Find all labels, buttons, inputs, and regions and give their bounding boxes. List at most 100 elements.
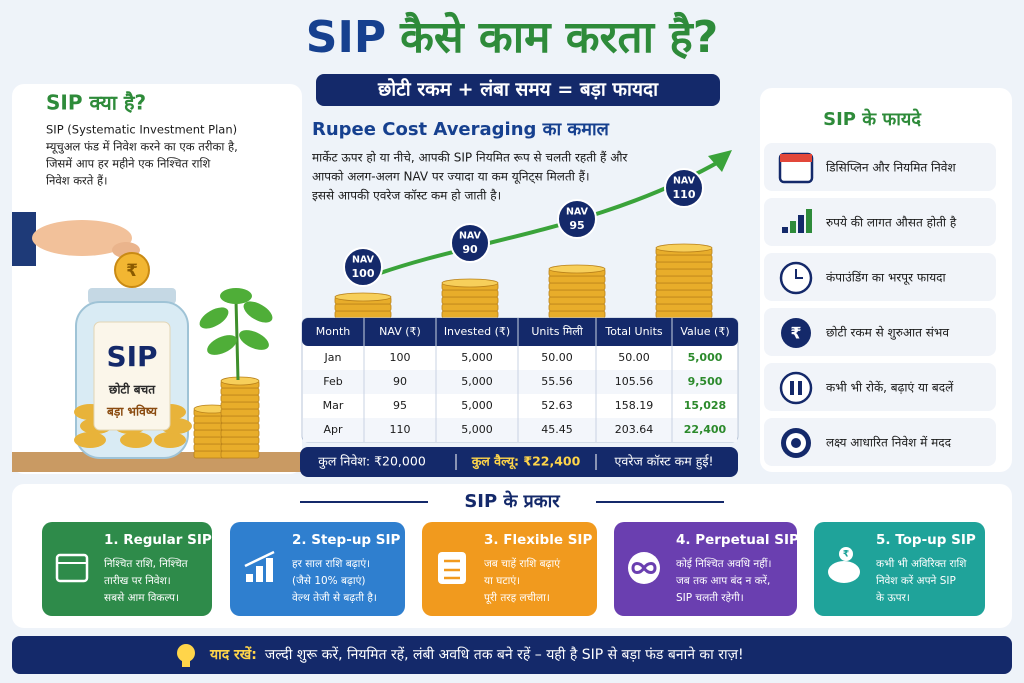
footer-bar — [12, 636, 1012, 674]
table-cell: 22,400 — [684, 423, 727, 436]
table-cell: 5,000 — [461, 351, 493, 364]
type-card — [614, 522, 797, 616]
column-header: NAV (₹) — [379, 325, 421, 338]
card-line: वेल्थ तेजी से बढ़ती है। — [292, 591, 377, 604]
coin-top — [441, 278, 499, 288]
coin-layer — [220, 422, 260, 431]
card-title: 3. Flexible SIP — [484, 532, 592, 548]
table-cell: 105.56 — [615, 375, 654, 388]
table-cell: 15,028 — [684, 399, 726, 412]
icon-pause-bar — [790, 381, 794, 395]
coin-layer — [220, 387, 260, 396]
table-cell: 158.19 — [615, 399, 654, 412]
jar-lid — [88, 288, 176, 304]
coin-layer — [548, 310, 606, 319]
leaf — [243, 301, 273, 323]
benefit-box — [764, 418, 996, 466]
coin-layer — [334, 310, 392, 319]
table-row — [303, 394, 737, 418]
benefit-text: कभी भी रोकें, बढ़ाएं या बदलें — [826, 381, 954, 395]
card-line: SIP चलती रहेगी। — [676, 591, 744, 604]
section-heading: SIP के प्रकार — [464, 490, 560, 512]
coin-layer — [655, 275, 713, 284]
table-cell: Mar — [323, 399, 344, 412]
coin-layer — [220, 436, 260, 445]
description-line: म्यूचुअल फंड में निवेश करने का एक तरीका … — [46, 140, 238, 155]
benefit-text: लक्ष्य आधारित निवेश में मदद — [826, 436, 952, 450]
footer-text: याद रखें: जल्दी शुरू करें, नियमित रहें, ल… — [209, 646, 744, 663]
table-cell: 5,000 — [461, 423, 493, 436]
icon-clock-hands — [795, 269, 803, 279]
nav-badge-label: NAV — [352, 255, 375, 266]
card-line: या घटाएं। — [484, 575, 520, 587]
hand — [32, 220, 132, 256]
coin-layer — [548, 303, 606, 312]
coin-top — [548, 264, 606, 274]
coin-layer — [655, 310, 713, 319]
coin-layer — [441, 303, 499, 312]
icon-bar — [256, 566, 263, 582]
icon-coin — [839, 547, 853, 561]
coin-layer — [655, 282, 713, 291]
benefit-text: कंपाउंडिंग का भरपूर फायदा — [826, 271, 947, 286]
nav-badge — [343, 247, 383, 287]
card-line: पूरी तरह लचीला। — [484, 591, 550, 604]
section-heading: Rupee Cost Averaging का कमाल — [312, 119, 610, 140]
summary-item: एवरेज कॉस्ट कम हुई! — [614, 454, 713, 470]
coin-layer — [220, 429, 260, 438]
title-rest: कैसे काम करता है? — [399, 11, 718, 63]
coin-layer — [441, 296, 499, 305]
benefit-text: छोटी रकम से शुरुआत संभव — [826, 326, 949, 341]
coin-layer — [655, 254, 713, 263]
card-title: 1. Regular SIP — [104, 532, 212, 548]
description-line: आपको अलग-अलग NAV पर ज्यादा या कम यूनिट्स… — [312, 170, 590, 185]
nav-badge-value: 110 — [673, 188, 696, 201]
icon-rupee-symbol: ₹ — [843, 550, 849, 560]
benefit-box — [764, 308, 996, 356]
coin-layer — [655, 296, 713, 305]
coin-top — [220, 376, 260, 386]
coin-layer — [220, 415, 260, 424]
icon-pause-bar — [798, 381, 802, 395]
bulb — [177, 644, 195, 662]
coin-layer — [220, 443, 260, 452]
tagline-banner — [316, 74, 720, 106]
table-cell: 110 — [390, 423, 411, 436]
benefit-text: रुपये की लागत औसत होती है — [826, 216, 957, 230]
arrow-head — [708, 150, 732, 172]
column-header: Invested (₹) — [444, 325, 510, 338]
title-highlight: SIP — [306, 12, 386, 63]
benefit-box — [764, 253, 996, 301]
table-header — [302, 318, 738, 346]
column-header: Value (₹) — [680, 325, 729, 338]
card-title: 2. Step-up SIP — [292, 532, 401, 548]
card-line: तारीख पर निवेश। — [104, 574, 171, 587]
nav-badge-value: 100 — [352, 267, 375, 280]
coin-layer — [548, 275, 606, 284]
coin-top — [655, 243, 713, 253]
table-cell: Feb — [323, 375, 342, 388]
table-row — [303, 418, 737, 442]
leaf — [207, 335, 237, 355]
icon-rupee — [781, 318, 811, 348]
coin-layer — [548, 282, 606, 291]
nav-badge-label: NAV — [566, 207, 589, 218]
card-line: (जैसे 10% बढ़ाएं) — [292, 574, 366, 587]
table-cell: 9,500 — [688, 375, 723, 388]
icon-calendar — [55, 553, 89, 583]
card-line: जब तक आप बंद न करें, — [676, 574, 770, 587]
column-header: Total Units — [604, 325, 663, 338]
table-cell: 5,000 — [688, 351, 723, 364]
description-line: SIP (Systematic Investment Plan) — [46, 123, 237, 137]
title: SIP कैसे काम करता है? — [306, 11, 718, 63]
coin-layer — [655, 303, 713, 312]
footer-label: याद रखें: — [209, 646, 257, 663]
coin-layer — [441, 310, 499, 319]
coin-layer — [655, 268, 713, 277]
table-cell: 100 — [390, 351, 411, 364]
table-row — [303, 370, 737, 394]
leaf — [239, 330, 269, 350]
coin-layer — [220, 394, 260, 403]
